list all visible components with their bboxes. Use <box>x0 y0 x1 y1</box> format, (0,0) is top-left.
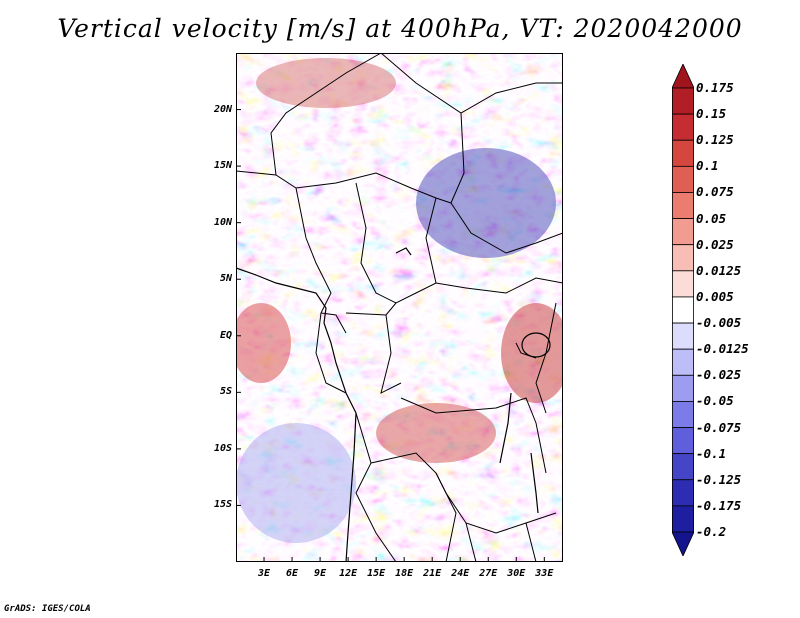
lon-tick-label: 9E <box>314 568 327 579</box>
colorbar-swatch <box>672 192 694 219</box>
colorbar-swatch <box>672 218 694 246</box>
colorbar-label: 0.125 <box>696 132 734 148</box>
colorbar-swatch <box>672 322 694 350</box>
map-panel <box>236 53 563 562</box>
lakes <box>395 247 551 514</box>
colorbar-swatch <box>672 244 694 272</box>
colorbar-label: -0.05 <box>696 393 734 409</box>
colorbar-label: 0.1 <box>696 158 719 174</box>
colorbar-swatch <box>672 427 694 455</box>
lat-tick-label: 5S <box>219 386 232 398</box>
colorbar-label: -0.0125 <box>696 341 749 357</box>
coastline <box>236 267 357 562</box>
lon-tick-label: 33E <box>535 568 554 579</box>
colorbar-swatch <box>672 453 694 481</box>
lat-tick-label: 10N <box>213 216 232 228</box>
colorbar-bottom-arrow <box>672 531 694 556</box>
colorbar-label: 0.15 <box>696 106 727 122</box>
colorbar-label: -0.175 <box>696 497 742 513</box>
colorbar-swatch <box>672 296 694 324</box>
colorbar-label: 0.005 <box>696 288 734 304</box>
lat-tick-label: 15N <box>213 160 232 172</box>
colorbar-label: -0.005 <box>696 315 742 331</box>
lat-tick-label: 20N <box>213 103 232 115</box>
colorbar-swatch <box>672 479 694 507</box>
velocity-texture <box>236 53 563 562</box>
colorbar-swatch <box>672 113 694 141</box>
lon-tick-label: 18E <box>395 568 414 579</box>
colorbar-swatch <box>672 139 694 167</box>
colorbar-top-arrow <box>672 64 694 89</box>
axis-ticks <box>236 109 545 562</box>
credit-text: GrADS: IGES/COLA <box>4 604 91 614</box>
colorbar-label: -0.2 <box>696 524 727 539</box>
colorbar-label: 0.05 <box>696 210 727 226</box>
lon-tick-label: 12E <box>339 568 358 579</box>
colorbar-swatch <box>672 270 694 298</box>
lat-tick-label: 15S <box>213 499 232 511</box>
lon-tick-label: 21E <box>423 568 442 579</box>
lat-tick-label: EQ <box>219 329 232 341</box>
colorbar <box>672 64 694 556</box>
colorbar-label: 0.075 <box>696 184 734 200</box>
colorbar-swatch <box>672 401 694 428</box>
country-borders <box>236 53 563 562</box>
colorbar-swatch <box>672 374 694 402</box>
colorbar-swatch <box>672 505 694 533</box>
lat-tick-label: 10S <box>213 442 232 454</box>
lon-tick-label: 15E <box>367 568 386 579</box>
lon-tick-label: 24E <box>451 568 470 579</box>
lon-tick-label: 30E <box>507 568 526 579</box>
lat-tick-label: 5N <box>219 273 232 285</box>
regional-shading <box>236 58 563 543</box>
lon-tick-label: 6E <box>286 568 299 579</box>
colorbar-swatch <box>672 165 694 193</box>
colorbar-label: 0.0125 <box>696 262 742 278</box>
colorbar-label: 0.025 <box>696 236 734 252</box>
colorbar-label: -0.1 <box>696 445 727 461</box>
lon-tick-label: 27E <box>479 568 498 579</box>
colorbar-swatch <box>672 348 694 376</box>
lon-tick-label: 3E <box>257 568 271 579</box>
colorbar-label: -0.025 <box>696 367 742 383</box>
colorbar-label: -0.125 <box>696 471 742 487</box>
map-title: Vertical velocity [m/s] at 400hPa, VT: 2… <box>57 14 743 43</box>
colorbar-label: -0.075 <box>696 419 742 435</box>
map-frame <box>236 53 563 562</box>
colorbar-label: 0.175 <box>696 80 734 95</box>
velocity-field-map <box>236 53 563 562</box>
colorbar-swatch <box>672 87 694 115</box>
